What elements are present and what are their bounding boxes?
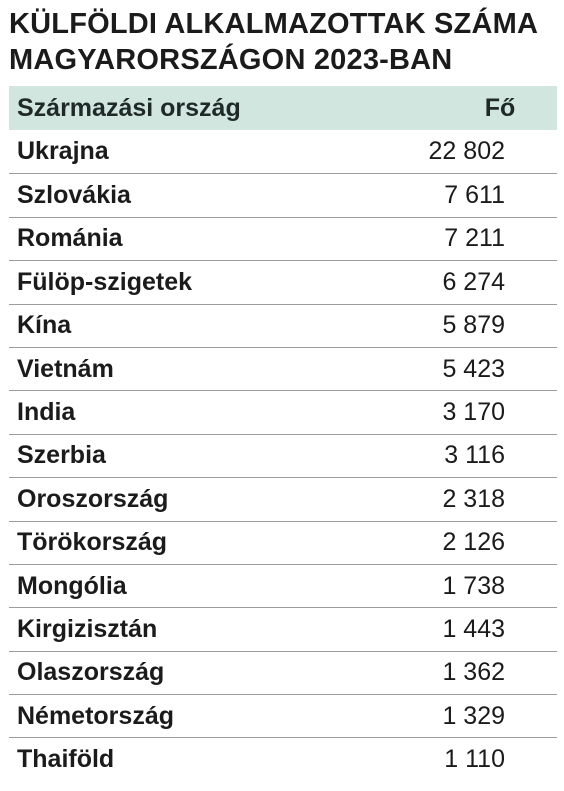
employee-count: 1 443 — [442, 614, 505, 643]
table-row: Mongólia 1 738 — [9, 563, 557, 607]
country-name: Oroszország — [17, 484, 169, 513]
employee-count: 5 423 — [442, 354, 505, 383]
employee-count: 1 329 — [442, 701, 505, 730]
employee-count: 2 318 — [442, 484, 505, 513]
table-row: India 3 170 — [9, 390, 557, 433]
table-body: Ukrajna 22 802 Szlovákia 7 611 Románia 7 211 F… — [9, 130, 557, 781]
country-name: Mongólia — [17, 571, 127, 600]
country-name: Szlovákia — [17, 181, 131, 210]
table-row: Fülöp-szigetek 6 274 — [9, 260, 557, 303]
employee-count: 3 170 — [442, 398, 505, 427]
data-table: Származási ország Fő Ukrajna 22 802 Szlová… — [9, 86, 557, 781]
country-name: India — [17, 398, 76, 427]
country-name: Németország — [17, 701, 174, 730]
table-row: Törökország 2 126 — [9, 520, 557, 564]
title-line-1: KÜLFÖLDI ALKALMAZOTTAK SZÁMA — [9, 8, 539, 40]
table-row: Szlovákia 7 611 — [9, 173, 557, 216]
country-name: Ukrajna — [17, 137, 109, 166]
chart-title: KÜLFÖLDI ALKALMAZOTTAK SZÁMA MAGYARORSZÁ… — [9, 6, 557, 78]
employee-count: 7 611 — [444, 181, 505, 210]
table-row: Románia 7 211 — [9, 216, 557, 260]
employee-count: 7 211 — [444, 224, 505, 253]
table-header: Származási ország Fő — [9, 86, 557, 130]
table-row: Vietnám 5 423 — [9, 346, 557, 390]
country-name: Románia — [17, 224, 123, 253]
table-row: Németország 1 329 — [9, 694, 557, 737]
country-name: Kirgizisztán — [17, 614, 158, 643]
country-name: Thaiföld — [17, 745, 115, 774]
country-name: Szerbia — [17, 441, 106, 470]
column-header-count: Fő — [484, 93, 516, 122]
country-name: Törökország — [17, 528, 168, 557]
country-name: Fülöp-szigetek — [17, 267, 193, 296]
table-row: Szerbia 3 116 — [9, 433, 557, 477]
employee-count: 5 879 — [442, 311, 505, 340]
table-row: Oroszország 2 318 — [9, 477, 557, 520]
employee-count: 6 274 — [442, 267, 505, 296]
country-name: Olaszország — [17, 658, 165, 687]
table-row: Thaiföld 1 110 — [9, 737, 557, 780]
country-name: Vietnám — [17, 354, 114, 383]
country-name: Kína — [17, 311, 72, 340]
employee-count: 1 738 — [442, 571, 505, 600]
table-row: Kína 5 879 — [9, 303, 557, 347]
title-line-2: MAGYARORSZÁGON 2023-BAN — [9, 44, 453, 76]
table-row: Ukrajna 22 802 — [9, 130, 557, 173]
employee-count: 3 116 — [444, 441, 505, 470]
employee-count: 1 362 — [442, 658, 505, 687]
employee-count: 22 802 — [428, 137, 505, 166]
table-row: Olaszország 1 362 — [9, 650, 557, 694]
employee-count: 2 126 — [442, 528, 505, 557]
table-row: Kirgizisztán 1 443 — [9, 607, 557, 650]
employee-count: 1 110 — [444, 745, 505, 774]
column-header-country: Származási ország — [17, 93, 241, 122]
